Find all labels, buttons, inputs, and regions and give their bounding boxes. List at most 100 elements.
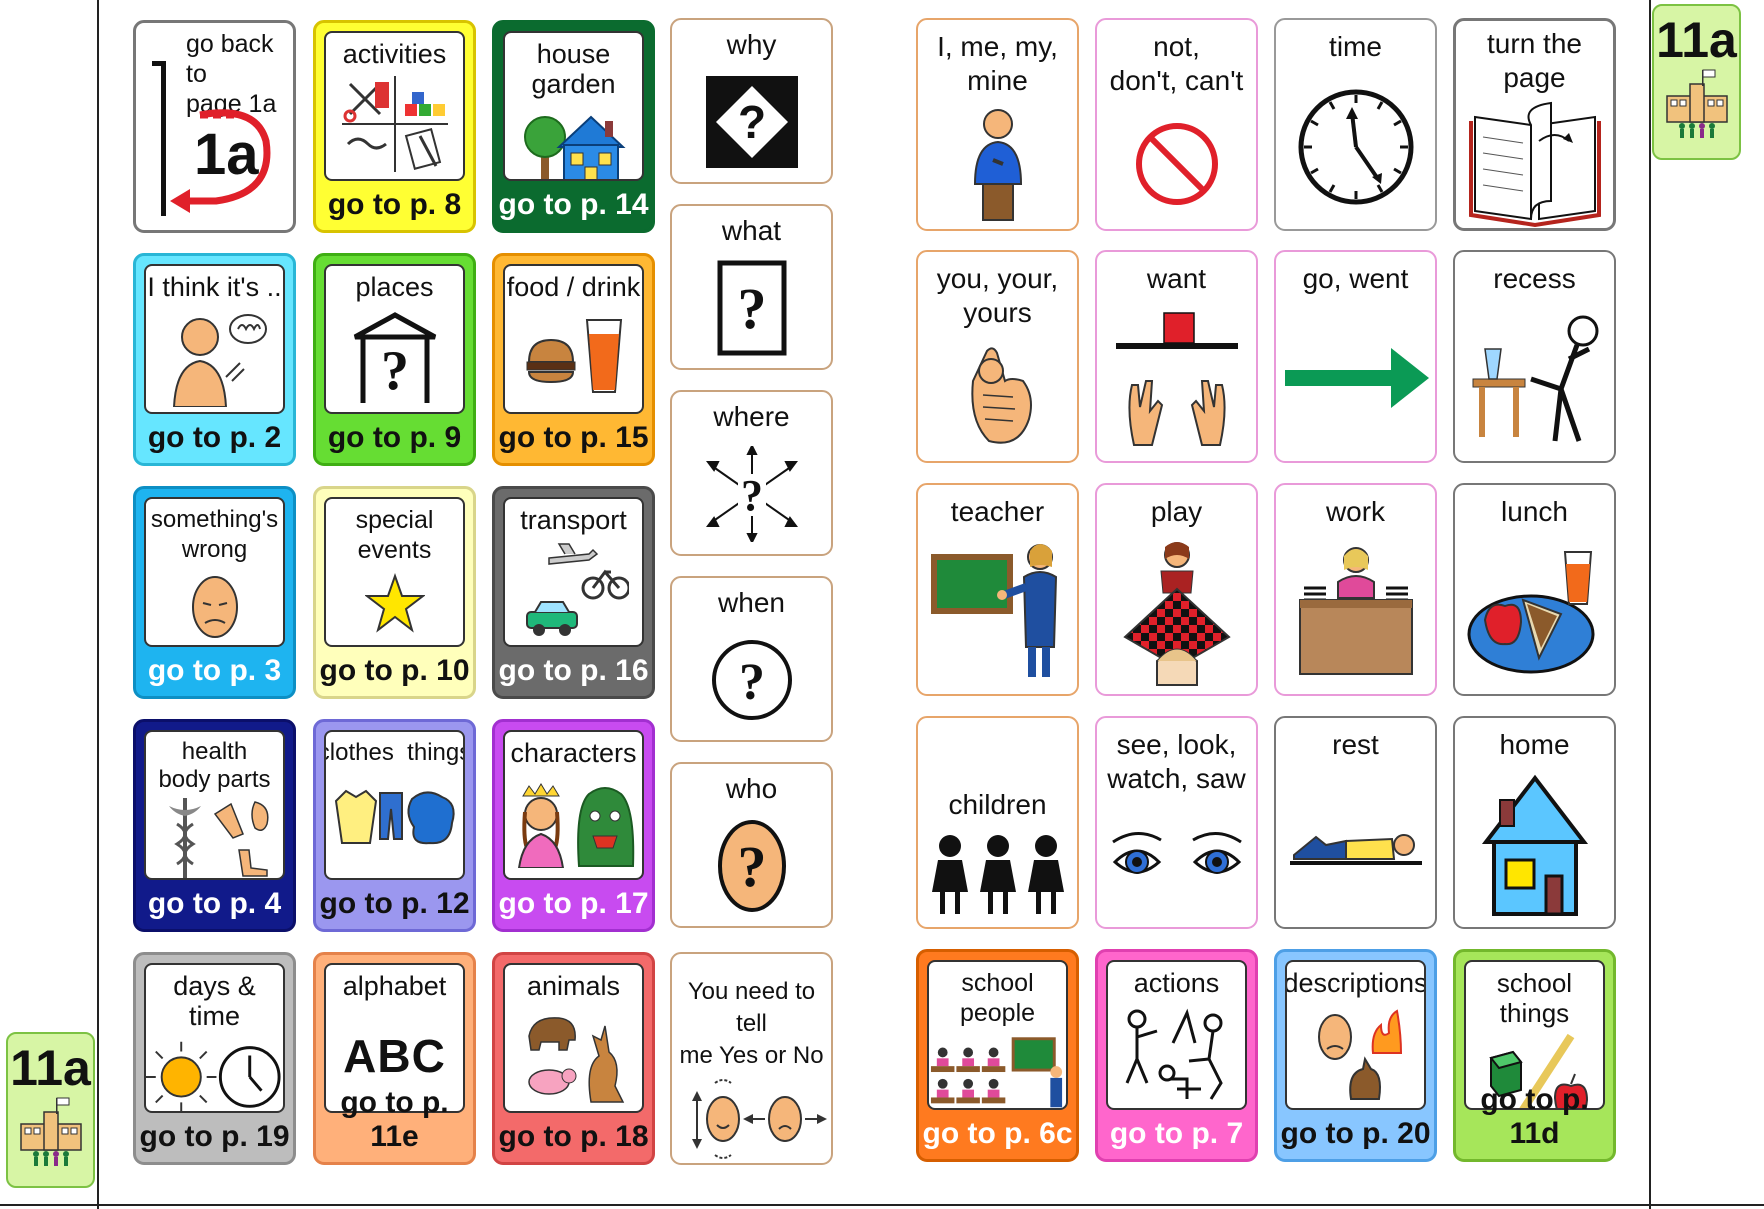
transport-folder[interactable]: transport go to p. 16 (492, 486, 655, 699)
school-things-folder[interactable]: school things go to p. 11d (1453, 949, 1616, 1162)
folder-label: days & time (173, 971, 256, 1031)
why-button[interactable]: why ? (670, 18, 833, 184)
rest-button[interactable]: rest (1274, 716, 1437, 929)
back-arrow-icon (152, 61, 271, 216)
pointing-hand-icon (970, 346, 1032, 444)
recess-button[interactable]: recess (1453, 250, 1616, 463)
svg-text:?: ? (737, 276, 766, 341)
who-button[interactable]: who ? (670, 762, 833, 928)
word-label: work (1325, 496, 1386, 527)
want-button[interactable]: want (1095, 250, 1258, 463)
think-icon (172, 314, 267, 407)
time-button[interactable]: time (1274, 18, 1437, 231)
folder-goto: go to p. 11e (340, 1086, 449, 1153)
word-label: I, me, my, mine (937, 31, 1058, 96)
characters-icon (517, 783, 634, 868)
health-body-parts-folder[interactable]: health body parts go to p. 4 (133, 719, 296, 932)
not-button[interactable]: not, don't, can't (1095, 18, 1258, 231)
i-me-button[interactable]: I, me, my, mine (916, 18, 1079, 231)
page-tab-bottom[interactable]: 11a (6, 1032, 95, 1188)
back-label: go back to page 1a (186, 30, 277, 118)
house-garden-folder[interactable]: house garden go to p. 14 (492, 20, 655, 233)
folder-goto: go to p. 8 (327, 188, 462, 221)
folder-label: characters (510, 738, 637, 768)
sun-clock-icon (146, 1041, 281, 1111)
folder-label: clothes things (324, 739, 465, 766)
folder-goto: go to p. 20 (1280, 1117, 1431, 1150)
actions-folder[interactable]: actions go to p. 7 (1095, 949, 1258, 1162)
places-folder[interactable]: places ? go to p. 9 (313, 253, 476, 466)
person-me-icon (973, 108, 1022, 221)
when-button[interactable]: when ? (670, 576, 833, 742)
somethings-wrong-folder[interactable]: something's wrong go to p. 3 (133, 486, 296, 699)
folder-label: animals (526, 971, 621, 1001)
folder-goto: go to p. 16 (498, 654, 649, 687)
transport-icon (525, 543, 629, 636)
activities-icon (341, 76, 448, 172)
where-icon: ? (705, 446, 798, 542)
question-label: where (713, 401, 790, 432)
word-label: lunch (1501, 496, 1568, 527)
word-label: rest (1332, 729, 1379, 760)
school-things-icon (1488, 1033, 1588, 1108)
special-events-folder[interactable]: special events go to p. 10 (313, 486, 476, 699)
go-went-button[interactable]: go, went (1274, 250, 1437, 463)
question-label: when (718, 587, 785, 618)
work-button[interactable]: work (1274, 483, 1437, 696)
recess-icon (1472, 315, 1598, 442)
svg-text:?: ? (741, 471, 763, 520)
rest-icon (1289, 833, 1422, 865)
word-label: recess (1493, 263, 1576, 294)
animals-folder[interactable]: animals go to p. 18 (492, 952, 655, 1165)
where-button[interactable]: where ? (670, 390, 833, 556)
folder-label: I think it's .. (147, 272, 282, 302)
children-button[interactable]: children (916, 716, 1079, 929)
folder-label: activities (342, 39, 447, 69)
school-people-icon (930, 1037, 1063, 1108)
children-icon (931, 834, 1064, 914)
school-icon (19, 1097, 82, 1166)
word-label: home (1499, 729, 1570, 760)
food-drink-icon (526, 319, 622, 393)
folder-goto: go to p. 9 (327, 421, 462, 454)
what-button[interactable]: what ? (670, 204, 833, 370)
word-label: teacher (950, 496, 1045, 527)
see-look-button[interactable]: see, look, watch, saw (1095, 716, 1258, 929)
eyes-icon (1111, 831, 1242, 874)
word-label: go, went (1302, 263, 1409, 294)
word-label: children (948, 789, 1047, 820)
activities-folder[interactable]: activities go to p. 8 (313, 20, 476, 233)
folder-goto: go to p. 12 (319, 887, 470, 920)
folder-goto: go to p. 2 (147, 421, 282, 454)
page-1a-text: 1a (194, 122, 259, 187)
days-time-folder[interactable]: days & time go to p. 19 (133, 952, 296, 1165)
clock-icon (1298, 89, 1413, 204)
back-to-page-1a-button[interactable]: go back to page 1a 1a (133, 20, 296, 233)
animals-icon (527, 1017, 624, 1103)
word-label: time (1329, 31, 1382, 62)
page-tab-label: 11a (1656, 12, 1737, 68)
svg-text:?: ? (737, 96, 765, 148)
characters-folder[interactable]: characters go to p. 17 (492, 719, 655, 932)
turn-the-page-button[interactable]: turn the page (1453, 18, 1616, 231)
home-button[interactable]: home (1453, 716, 1616, 929)
food-drink-folder[interactable]: food / drink go to p. 15 (492, 253, 655, 466)
word-label: play (1150, 496, 1203, 527)
descriptions-folder[interactable]: descriptions go to p. 20 (1274, 949, 1437, 1162)
folder-goto: go to p. 14 (498, 188, 649, 221)
alphabet-folder[interactable]: alphabet ABC go to p. 11e (313, 952, 476, 1165)
i-think-folder[interactable]: I think it's .. go to p. 2 (133, 253, 296, 466)
school-people-folder[interactable]: school people go to p. 6c (916, 949, 1079, 1162)
play-icon (1122, 541, 1231, 686)
clothes-things-folder[interactable]: clothes things go to p. 12 (313, 719, 476, 932)
teacher-button[interactable]: teacher (916, 483, 1079, 696)
folder-label: transport (520, 505, 627, 535)
lunch-button[interactable]: lunch (1453, 483, 1616, 696)
question-label: what (721, 215, 782, 246)
health-icon (168, 798, 268, 878)
page-tab-top[interactable]: 11a (1652, 4, 1741, 160)
you-your-button[interactable]: you, your, yours (916, 250, 1079, 463)
page-tab-label: 11a (10, 1040, 91, 1096)
play-button[interactable]: play (1095, 483, 1258, 696)
yes-no-button[interactable]: You need to tell me Yes or No (670, 952, 833, 1165)
